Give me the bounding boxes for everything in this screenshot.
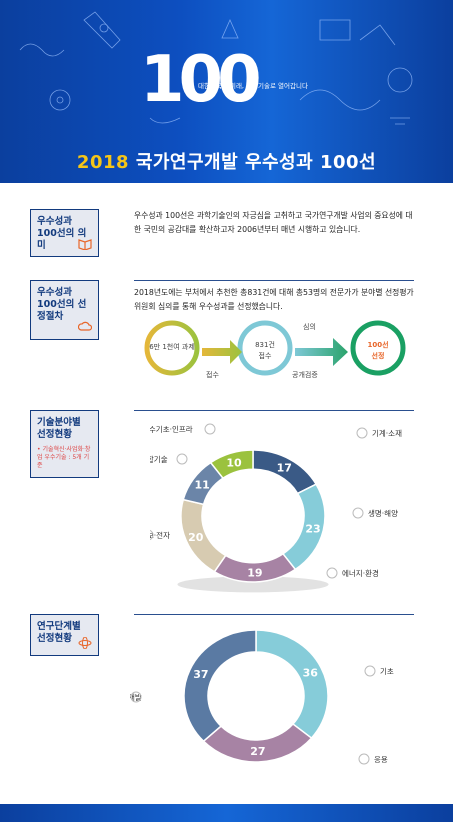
- section-field-text: 기술분야별 선정현황: [37, 417, 81, 440]
- section-procedure-paragraph: 2018년도에는 부처에서 추천한 총831건에 대해 총53명의 전문가가 분…: [134, 288, 414, 311]
- slice-value: 23: [305, 522, 320, 535]
- cloud-gear-icon: [78, 321, 92, 331]
- field-donut-chart: 17 기계·소재 23 생명·해양 19 에너지·환경 20 정보·전자 11 융합기술 10 순수기…: [150, 423, 402, 593]
- hero-year: 2018: [76, 152, 130, 173]
- divider: [134, 614, 414, 615]
- step1-label: 6만 1천여 과제: [149, 343, 195, 351]
- section-meaning-text: 우수성과 100선의 의미: [37, 216, 87, 251]
- category-icon: [204, 423, 216, 435]
- arrow-1: [202, 340, 242, 364]
- slice-category-label: 정보·전자: [150, 530, 170, 540]
- big-100: 100: [140, 43, 262, 117]
- category-icon: [326, 567, 338, 579]
- category-icon: [130, 691, 142, 703]
- step2-label: 접수: [258, 352, 272, 360]
- arrow3-label: 심의: [303, 323, 316, 331]
- slice-value: 11: [194, 478, 209, 491]
- slice-value: 19: [247, 566, 262, 579]
- chart-shadow: [177, 576, 329, 593]
- step2-count: 831건: [255, 341, 275, 349]
- slice-value: 37: [193, 668, 208, 681]
- donut-slice: [255, 629, 329, 740]
- stage-donut-chart: 36 기초 27 응용 37 개발: [130, 629, 394, 765]
- section-field-label: 기술분야별 선정현황 • 기술혁신·사업화·창업 우수기술 : 5개 기준: [30, 410, 99, 478]
- arrow-2: [295, 338, 348, 366]
- section-field-note: • 기술혁신·사업화·창업 우수기술 : 5개 기준: [37, 446, 91, 469]
- step3-label: 선정: [371, 352, 385, 360]
- hero-title: 2018 국가연구개발 우수성과 100선: [0, 148, 453, 174]
- slice-value: 27: [250, 745, 265, 758]
- atom-icon: [78, 637, 92, 649]
- slice-category-label: 에너지·환경: [342, 568, 379, 578]
- category-icon: [364, 665, 376, 677]
- category-icon: [176, 453, 188, 465]
- footer-bar: [0, 804, 453, 822]
- section-meaning-label: 우수성과 100선의 의미: [30, 209, 99, 257]
- category-icon: [150, 529, 154, 541]
- divider: [134, 410, 414, 411]
- slice-category-label: 개발: [130, 692, 142, 702]
- section-meaning-paragraph: 우수성과 100선은 과학기술인의 자긍심을 고취하고 국가연구개발 사업의 중…: [134, 211, 413, 234]
- slice-category-label: 순수기초·인프라: [150, 424, 193, 434]
- slice-category-label: 기초: [380, 667, 394, 676]
- slice-value: 17: [277, 461, 292, 474]
- slice-value: 20: [188, 531, 204, 544]
- section-procedure-label: 우수성과 100선의 선정절차: [30, 280, 99, 340]
- category-icon: [352, 507, 364, 519]
- slice-category-label: 융합기술: [150, 455, 168, 464]
- hero-tagline: 대한민국의 미래, 과학기술로 열어갑니다: [198, 82, 308, 90]
- step-circle-1: [144, 320, 200, 376]
- category-icon: [358, 753, 370, 765]
- hero-banner: 100 대한민국의 미래, 과학기술로 열어갑니다 2018 국가연구개발 우수…: [0, 0, 453, 183]
- step3-count: 100선: [367, 341, 389, 349]
- donut-slice: [209, 449, 254, 480]
- step-circle-3: [350, 320, 406, 376]
- arrow2-label: 공개검증: [292, 371, 318, 379]
- procedure-flow: [144, 320, 406, 376]
- slice-value: 10: [226, 456, 242, 469]
- book-icon: [78, 239, 92, 250]
- slice-category-label: 생명·해양: [368, 508, 398, 518]
- step-circle-2: [237, 320, 293, 376]
- hero-title-main: 국가연구개발 우수성과 100선: [135, 152, 377, 173]
- donut-slice: [183, 629, 257, 743]
- section-stage-label: 연구단계별 선정현황: [30, 614, 99, 656]
- slice-category-label: 응용: [374, 755, 388, 764]
- arrow1-label: 접수: [206, 371, 219, 379]
- section-stage-text: 연구단계별 선정현황: [37, 621, 81, 644]
- slice-value: 36: [303, 667, 319, 680]
- science-doodle-icon: [19, 11, 413, 125]
- slice-category-label: 기계·소재: [372, 428, 402, 438]
- divider: [134, 280, 414, 281]
- category-icon: [356, 427, 368, 439]
- section-procedure-text: 우수성과 100선의 선정절차: [37, 287, 87, 322]
